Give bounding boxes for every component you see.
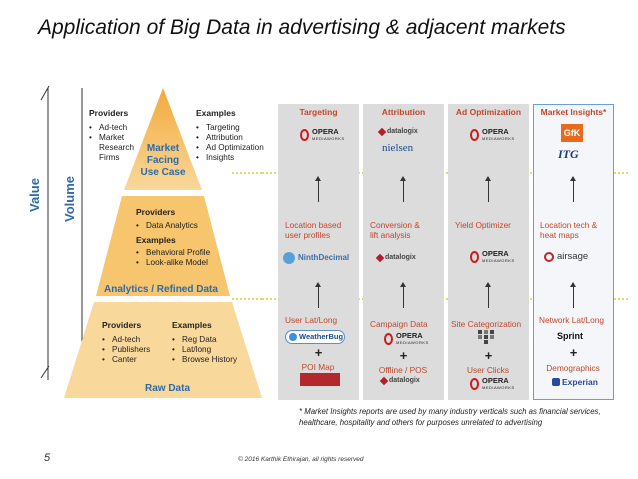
ninthdecimal-logo: NinthDecimal	[283, 252, 349, 264]
bottom-example-item: Lat/long	[172, 345, 252, 355]
middle-providers-heading: Providers	[136, 207, 176, 217]
weatherbug-mark-icon	[289, 333, 297, 341]
arrow-up-icon	[400, 176, 406, 202]
arrow-up-icon	[570, 282, 576, 308]
weatherbug-logo: WeatherBug	[285, 330, 345, 344]
copyright: © 2016 Karthik Ethirajan, all rights res…	[238, 456, 364, 463]
catalogix-logo: datalogix	[379, 376, 420, 386]
bottom-tier-name: Raw Data	[145, 383, 191, 394]
middle-tier-text: Providers Data Analytics Examples Behavi…	[136, 207, 236, 268]
top-provider-item: Market Research Firms	[89, 133, 149, 163]
opera-logo: OPERA MEDIAWORKS	[470, 128, 515, 142]
top-tier-name: Market Facing Use Case	[140, 143, 186, 178]
bottom-provider-item: Publishers	[102, 345, 172, 355]
extra-label: Offline / POS	[378, 365, 428, 375]
bottom-examples: Examples Reg Data Lat/long Browse Histor…	[172, 320, 252, 365]
column-ad-optimization	[448, 104, 529, 400]
datalogix-logo: datalogix	[377, 127, 418, 137]
extra-label: Demographics	[546, 363, 600, 373]
ninthdecimal-mark-icon	[283, 252, 295, 264]
bottom-example-item: Browse History	[172, 355, 252, 365]
top-example-item: Targeting	[196, 123, 276, 133]
catalogix-mark-icon	[379, 376, 389, 386]
plus-sign: +	[484, 348, 493, 363]
experian-mark-icon	[552, 378, 560, 386]
opera-o-icon	[470, 129, 479, 141]
opera-logo: OPERA MEDIAWORKS	[384, 332, 429, 346]
middle-example-item: Look-alike Model	[136, 258, 236, 268]
top-example-item: Ad Optimization	[196, 143, 276, 153]
page-number: 5	[44, 452, 51, 464]
column-attribution	[363, 104, 444, 400]
arrow-up-icon	[570, 176, 576, 202]
bottom-label: Site Categorization	[451, 319, 522, 329]
opera-o-icon	[300, 129, 309, 141]
datalogix-logo: datalogix	[375, 253, 416, 263]
bottom-label: User Lat/Long	[285, 315, 338, 325]
experian-logo: Experian	[552, 378, 598, 386]
top-examples: Examples Targeting Attribution Ad Optimi…	[196, 108, 276, 163]
arrow-up-icon	[315, 176, 321, 202]
extra-label: POI Map	[301, 362, 335, 372]
column-heading: Ad Optimization	[455, 107, 522, 117]
datalogix-mark-icon	[377, 127, 387, 137]
opera-o-icon	[470, 251, 479, 263]
top-examples-heading: Examples	[196, 108, 236, 118]
top-example-item: Attribution	[196, 133, 276, 143]
arrow-up-icon	[400, 282, 406, 308]
footnote: * Market Insights reports are used by ma…	[299, 407, 601, 427]
opera-o-icon	[470, 378, 479, 390]
volume-axis-label: Volume	[62, 176, 77, 222]
top-provider-item: Ad-tech	[89, 123, 149, 133]
arrow-up-icon	[485, 176, 491, 202]
nielsen-logo: nielsen	[382, 142, 414, 154]
bottom-providers: Providers Ad-tech Publishers Canter	[102, 320, 172, 365]
airsage-logo: airsage	[544, 252, 588, 262]
plus-sign: +	[399, 348, 408, 363]
opera-logo: OPERA MEDIAWORKS	[470, 377, 515, 391]
middle-label: Yield Optimizer	[455, 220, 511, 230]
plus-sign: +	[569, 345, 578, 360]
arrow-up-icon	[485, 282, 491, 308]
extra-label: User Clicks	[467, 365, 509, 375]
top-providers: Providers Ad-tech Market Research Firms	[89, 108, 149, 163]
bottom-provider-item: Canter	[102, 355, 172, 365]
middle-examples-heading: Examples	[136, 234, 176, 245]
bottom-examples-heading: Examples	[172, 320, 212, 330]
opera-o-icon	[384, 333, 393, 345]
plus-sign: +	[314, 345, 323, 360]
grid-logo-icon	[478, 330, 494, 347]
bottom-provider-item: Ad-tech	[102, 335, 172, 345]
top-example-item: Insights	[196, 153, 276, 163]
column-heading: Targeting	[299, 107, 338, 117]
arrow-up-icon	[315, 282, 321, 308]
poi-map-thumbnail	[300, 373, 340, 386]
sprint-logo: Sprint	[557, 331, 583, 341]
middle-provider-item: Data Analytics	[136, 221, 236, 231]
pyramid-top-tier	[124, 88, 202, 190]
column-heading: Attribution	[381, 107, 426, 117]
top-providers-heading: Providers	[89, 108, 129, 118]
middle-label: Location based user profiles	[285, 220, 342, 240]
bottom-label: Network Lat/Long	[539, 315, 605, 325]
middle-example-item: Behavioral Profile	[136, 248, 236, 258]
middle-tier-name: Analytics / Refined Data	[104, 284, 218, 295]
middle-label: Conversion & lift analysis	[370, 220, 420, 240]
bottom-providers-heading: Providers	[102, 320, 142, 330]
gfk-logo: GfK	[561, 124, 583, 142]
airsage-mark-icon	[544, 252, 554, 262]
column-heading: Market Insights*	[540, 107, 607, 117]
bottom-label: Campaign Data	[370, 319, 428, 329]
opera-logo: OPERA MEDIAWORKS	[470, 250, 515, 264]
itg-logo: ITG	[558, 147, 579, 161]
page-title: Application of Big Data in advertising &…	[38, 16, 566, 39]
datalogix-mark-icon	[375, 253, 385, 263]
middle-label: Location tech & heat maps	[540, 220, 598, 240]
opera-logo: OPERA MEDIAWORKS	[300, 128, 345, 142]
bottom-example-item: Reg Data	[172, 335, 252, 345]
value-axis-label: Value	[27, 178, 42, 212]
